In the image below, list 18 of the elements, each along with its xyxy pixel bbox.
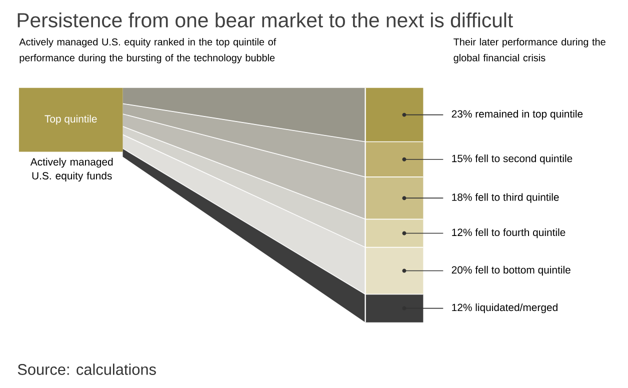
category-label: remained in top quintile — [476, 110, 583, 120]
text: Actively managed U.S. equity funds — [30, 158, 113, 182]
text: Actively managed U.S. equity ranked in the top quintile of performance during the bursting of the technology bubble — [19, 38, 276, 64]
text: Their later performance during the global financial crisis — [454, 38, 606, 64]
category-label: liquidated/merged — [476, 303, 558, 314]
source-note: Source: calculations — [18, 364, 156, 375]
text: Persistence from one bear market to the next is difficult — [18, 12, 513, 28]
data-label: 12% — [452, 228, 472, 236]
category-label: fell to bottom quintile — [475, 266, 570, 276]
text: Top quintile — [44, 114, 97, 125]
category-label: fell to third quintile — [475, 193, 559, 203]
category-label: fell to fourth quintile — [475, 228, 566, 238]
data-label: 18% — [452, 193, 472, 201]
category-label: fell to second quintile — [475, 154, 572, 164]
data-label: 12% — [452, 304, 472, 311]
data-label: 20% — [452, 266, 472, 274]
data-label: 15% — [452, 154, 472, 162]
data-label: 23% — [452, 110, 472, 118]
